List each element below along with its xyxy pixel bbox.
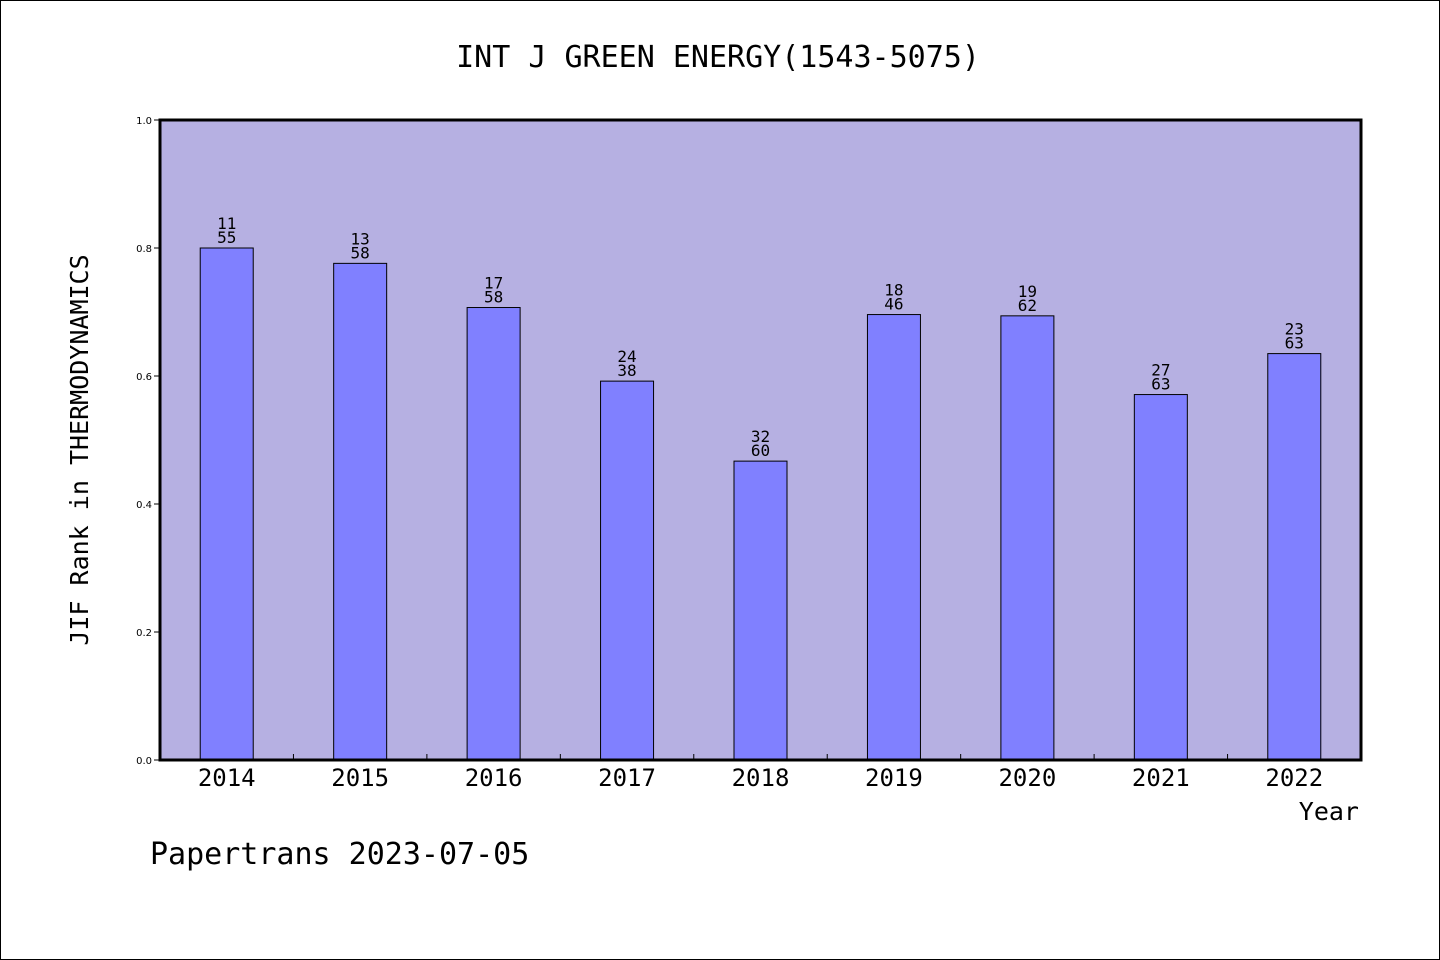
y-tick-label: 0.4 xyxy=(136,500,152,511)
bar xyxy=(1000,315,1055,761)
y-axis-label: JIF Rank in THERMODYNAMICS xyxy=(65,254,94,645)
x-tick-label: 2020 xyxy=(998,764,1056,792)
bar-total-label: 60 xyxy=(751,441,770,460)
x-tick-label: 2018 xyxy=(732,764,790,792)
bar-total-label: 38 xyxy=(617,361,636,380)
bar-total-label: 63 xyxy=(1151,375,1170,394)
x-tick-label: 2015 xyxy=(331,764,389,792)
bar xyxy=(1267,353,1322,761)
bar-rank-label: 27 xyxy=(1151,361,1170,380)
bar xyxy=(466,307,521,761)
bar-total-label: 46 xyxy=(884,295,903,314)
bar-rank-label: 13 xyxy=(351,229,370,248)
chart-title: INT J GREEN ENERGY(1543-5075) xyxy=(456,40,980,75)
bar xyxy=(333,262,388,761)
bar-series xyxy=(199,247,1322,761)
bar xyxy=(1133,394,1188,761)
y-tick-label: 1.0 xyxy=(136,116,152,127)
bar-rank-label: 17 xyxy=(484,274,503,293)
x-tick-label: 2017 xyxy=(598,764,656,792)
x-axis-label: Year xyxy=(1299,797,1359,826)
bar-rank-label: 18 xyxy=(884,281,903,300)
x-axis-ticks: 2014 2015 2016 2017 2018 2019 2020 2021 2022 xyxy=(198,754,1323,792)
bar xyxy=(600,380,655,761)
bar xyxy=(866,314,921,761)
x-tick-label: 2019 xyxy=(865,764,923,792)
footer-credit: Papertrans 2023-07-05 xyxy=(150,837,529,872)
bar-total-label: 58 xyxy=(351,243,370,262)
y-axis-ticks: 0.0 0.2 0.4 0.6 0.8 1.0 xyxy=(136,116,160,767)
bar-rank-label: 11 xyxy=(217,214,236,233)
x-tick-label: 2021 xyxy=(1132,764,1190,792)
x-tick-label: 2014 xyxy=(198,764,256,792)
bar-total-label: 63 xyxy=(1285,334,1304,353)
x-tick-label: 2022 xyxy=(1265,764,1323,792)
bar-rank-label: 19 xyxy=(1018,282,1037,301)
y-tick-label: 0.6 xyxy=(136,372,152,383)
bar-rank-label: 23 xyxy=(1285,320,1304,339)
plot-border xyxy=(158,118,1363,762)
y-tick-label: 0.0 xyxy=(136,756,152,767)
bar-rank-label: 32 xyxy=(751,427,770,446)
bar xyxy=(199,247,254,761)
y-tick-label: 0.8 xyxy=(136,244,152,255)
x-tick-label: 2016 xyxy=(465,764,523,792)
bar xyxy=(733,460,788,761)
bar-total-label: 58 xyxy=(484,288,503,307)
bar-total-label: 55 xyxy=(217,228,236,247)
bar-total-label: 62 xyxy=(1018,296,1037,315)
y-tick-label: 0.2 xyxy=(136,628,152,639)
bar-rank-label: 24 xyxy=(617,347,636,366)
